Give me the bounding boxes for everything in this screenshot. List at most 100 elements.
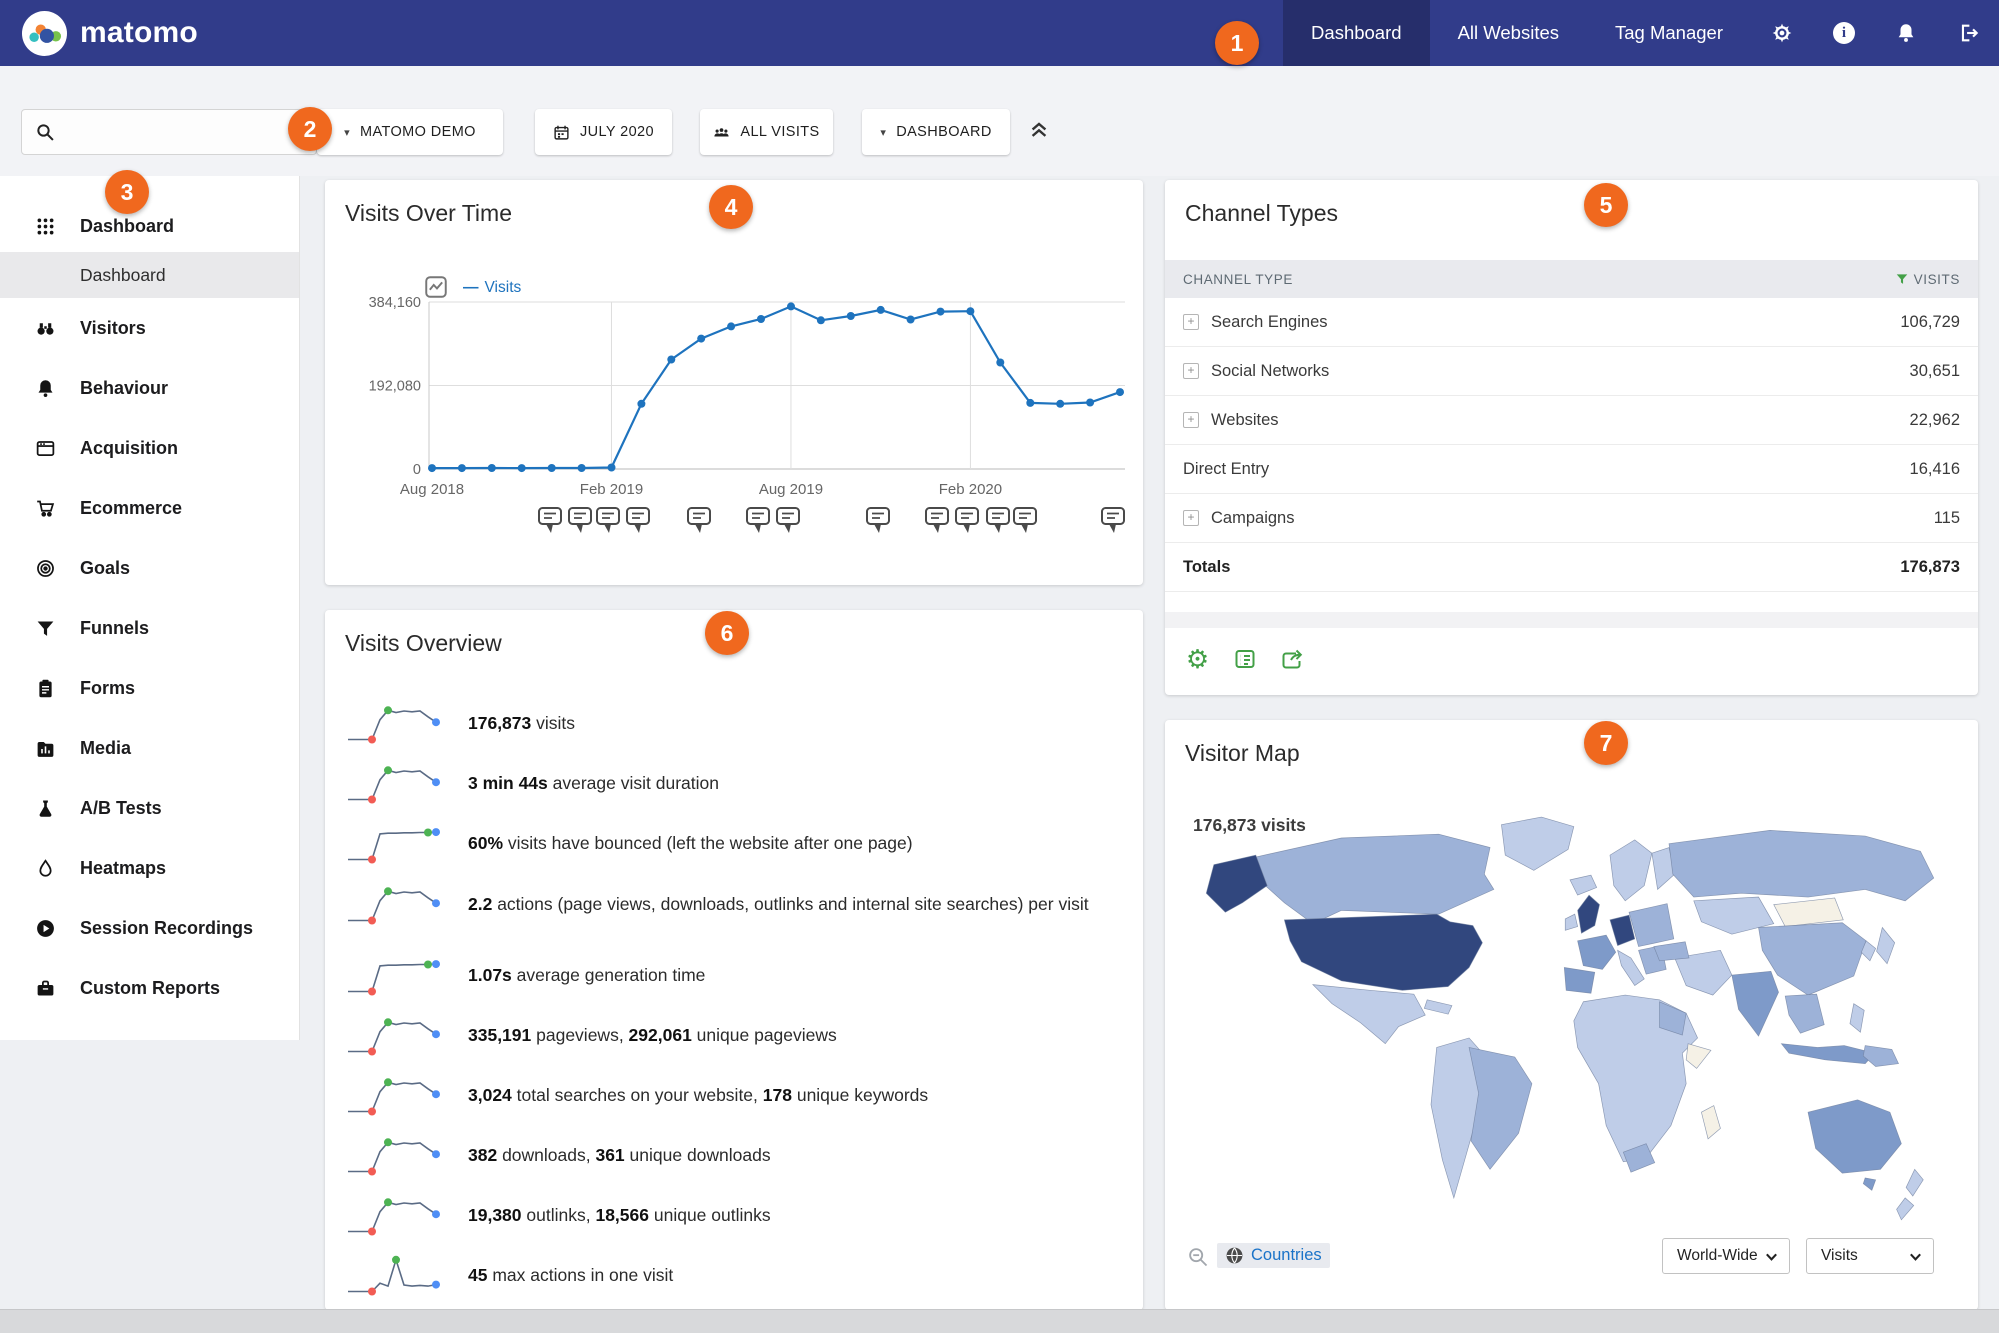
chart-type-toggle-icon[interactable]: [423, 274, 449, 305]
binoculars-icon: [33, 316, 57, 340]
segment-selector-button[interactable]: ALL VISITS: [700, 109, 833, 155]
channel-table-header: CHANNEL TYPE VISITS: [1165, 260, 1978, 298]
sidebar-item-label: Heatmaps: [80, 857, 167, 878]
annotation-speech-bubble-icon: [955, 507, 979, 533]
period-selector-button[interactable]: JULY 2020: [535, 109, 672, 155]
sidebar-item-ecommerce[interactable]: Ecommerce: [0, 478, 299, 538]
search-icon: [37, 124, 54, 141]
overview-row-2[interactable]: 60% visits have bounced (left the websit…: [345, 821, 1113, 866]
step-badge-7: 7: [1584, 721, 1628, 765]
sidebar-item-forms[interactable]: Forms: [0, 658, 299, 718]
briefcase-icon: [33, 976, 57, 1000]
channel-row-websites[interactable]: + Websites 22,962: [1165, 396, 1978, 445]
overview-row-8[interactable]: 19,380 outlinks, 18,566 unique outlinks: [345, 1193, 1113, 1238]
overview-row-text: 335,191 pageviews, 292,061 unique pagevi…: [468, 1025, 837, 1046]
sidebar-item-session-recordings[interactable]: Session Recordings: [0, 898, 299, 958]
channel-label: Direct Entry: [1183, 459, 1270, 478]
world-choropleth-map[interactable]: [1175, 798, 1965, 1236]
widget-title: Visits Overview: [345, 630, 502, 656]
sidebar-item-label: Goals: [80, 557, 131, 578]
overview-row-5[interactable]: 335,191 pageviews, 292,061 unique pagevi…: [345, 1013, 1113, 1058]
export-table-icon[interactable]: [1232, 646, 1257, 671]
period-label: JULY 2020: [579, 124, 654, 140]
overview-row-9[interactable]: 45 max actions in one visit: [345, 1253, 1113, 1298]
sidebar-item-visitors[interactable]: Visitors: [0, 298, 299, 358]
annotation-speech-bubble-icon: [746, 507, 770, 533]
expand-plus-icon[interactable]: +: [1183, 412, 1199, 428]
site-selector-button[interactable]: ▾ MATOMO DEMO: [317, 109, 503, 155]
sparkline: [348, 828, 440, 864]
toolbar: ▾ MATOMO DEMO JULY 2020 ALL VISITS ▾ DAS…: [0, 66, 1999, 176]
sort-funnel-icon: [1896, 274, 1907, 284]
share-export-icon[interactable]: [1279, 646, 1304, 671]
svg-text:Feb 2019: Feb 2019: [580, 481, 643, 498]
overview-row-1[interactable]: 3 min 44s average visit duration: [345, 761, 1113, 806]
countries-link[interactable]: Countries: [1217, 1243, 1330, 1268]
sidebar-item-media[interactable]: Media: [0, 718, 299, 778]
matomo-logo[interactable]: matomo: [0, 10, 198, 56]
overview-row-0[interactable]: 176,873 visits: [345, 701, 1113, 746]
search-input[interactable]: [65, 122, 303, 142]
overview-row-text: 3 min 44s average visit duration: [468, 773, 719, 794]
overview-row-7[interactable]: 382 downloads, 361 unique downloads: [345, 1133, 1113, 1178]
funnel-icon: [33, 616, 57, 640]
sidebar-item-a-b-tests[interactable]: A/B Tests: [0, 778, 299, 838]
media-icon: [33, 736, 57, 760]
bell-icon[interactable]: [1875, 0, 1937, 66]
svg-text:Aug 2019: Aug 2019: [759, 481, 823, 498]
dashboard-selector-button[interactable]: ▾ DASHBOARD: [862, 109, 1010, 155]
sidebar-item-behaviour[interactable]: Behaviour: [0, 358, 299, 418]
overview-row-text: 382 downloads, 361 unique downloads: [468, 1145, 771, 1166]
region-select[interactable]: World-Wide: [1662, 1238, 1790, 1274]
channel-row-totals: Totals 176,873: [1165, 543, 1978, 592]
nav-item-tag-manager[interactable]: Tag Manager: [1615, 22, 1723, 43]
droplet-icon: [33, 856, 57, 880]
sidebar-item-heatmaps[interactable]: Heatmaps: [0, 838, 299, 898]
annotation-speech-bubble-icon: [1013, 507, 1037, 533]
widget-settings-gear-icon[interactable]: ⚙: [1185, 643, 1210, 674]
col-visits-sort[interactable]: VISITS: [1895, 272, 1960, 287]
zoom-out-icon[interactable]: [1187, 1246, 1209, 1268]
overview-row-text: 1.07s average generation time: [468, 965, 706, 986]
overview-row-text: 3,024 total searches on your website, 17…: [468, 1085, 929, 1106]
annotation-speech-bubble-icon: [776, 507, 800, 533]
visits-line-chart[interactable]: 0 192,080 384,160 Aug 2018 Feb 2019 Aug 2019 F…: [325, 272, 1143, 552]
sidebar-item-dashboard-sub[interactable]: Dashboard: [0, 252, 299, 298]
svg-text:384,160: 384,160: [369, 295, 421, 311]
overview-row-text: 45 max actions in one visit: [468, 1265, 674, 1286]
channel-row-direct-entry[interactable]: Direct Entry 16,416: [1165, 445, 1978, 494]
sidebar-item-label: Media: [80, 737, 132, 758]
expand-plus-icon[interactable]: +: [1183, 363, 1199, 379]
sign-out-icon[interactable]: [1937, 0, 1999, 66]
channel-row-search-engines[interactable]: + Search Engines 106,729: [1165, 298, 1978, 347]
sidebar-item-acquisition[interactable]: Acquisition: [0, 418, 299, 478]
widget-footer-icons: ⚙: [1185, 643, 1304, 674]
expand-plus-icon[interactable]: +: [1183, 510, 1199, 526]
sidebar-item-custom-reports[interactable]: Custom Reports: [0, 958, 299, 1018]
widget-title: Visitor Map: [1185, 740, 1300, 766]
annotation-speech-bubble-icon: [687, 507, 711, 533]
gear-icon[interactable]: [1751, 0, 1813, 66]
legend-visits[interactable]: — Visits: [463, 279, 522, 296]
calendar-icon: [554, 125, 569, 140]
expand-plus-icon[interactable]: +: [1183, 314, 1199, 330]
col-channel-type[interactable]: CHANNEL TYPE: [1183, 271, 1293, 287]
overview-row-4[interactable]: 1.07s average generation time: [345, 953, 1113, 998]
search-box[interactable]: [21, 109, 317, 155]
globe-icon: [1226, 1247, 1243, 1264]
overview-row-6[interactable]: 3,024 total searches on your website, 17…: [345, 1073, 1113, 1118]
info-icon[interactable]: i: [1813, 0, 1875, 66]
overview-row-3[interactable]: 2.2 actions (page views, downloads, outl…: [345, 882, 1113, 927]
sidebar-item-funnels[interactable]: Funnels: [0, 598, 299, 658]
sidebar-item-goals[interactable]: Goals: [0, 538, 299, 598]
channel-row-social-networks[interactable]: + Social Networks 30,651: [1165, 347, 1978, 396]
sidebar-item-dashboard[interactable]: Dashboard: [0, 200, 299, 252]
svg-text:192,080: 192,080: [369, 379, 421, 395]
widget-visits-overview: Visits Overview 176,873 visits 3 min 44s …: [325, 610, 1143, 1310]
sparkline: [348, 960, 440, 996]
channel-row-campaigns[interactable]: + Campaigns 115: [1165, 494, 1978, 543]
nav-item-dashboard[interactable]: Dashboard: [1283, 0, 1430, 66]
collapse-chevrons-up-icon[interactable]: [1028, 118, 1050, 145]
nav-item-all-websites[interactable]: All Websites: [1457, 22, 1560, 43]
metric-select[interactable]: Visits: [1806, 1238, 1934, 1274]
